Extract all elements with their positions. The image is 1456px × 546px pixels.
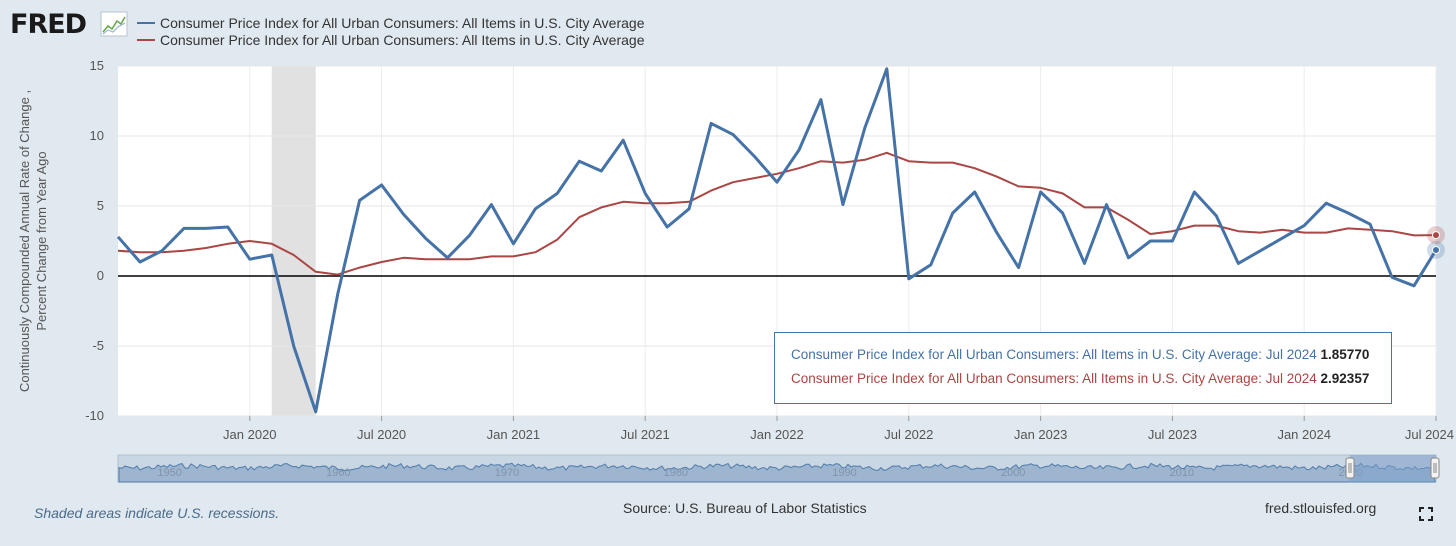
y-tick-label: 10 bbox=[90, 128, 104, 143]
recession-shading bbox=[271, 66, 316, 416]
x-tick-label: Jan 2024 bbox=[1277, 427, 1331, 442]
x-axis: Jan 2020 Jul 2020 Jan 2021 Jul 2021 Jan 2022… bbox=[223, 416, 1454, 442]
recession-note: Shaded areas indicate U.S. recessions. bbox=[34, 505, 280, 521]
legend-item-series-2[interactable]: Consumer Price Index for All Urban Consu… bbox=[137, 31, 645, 49]
navigator-series bbox=[118, 462, 1436, 483]
x-tick-label: Jul 2024 bbox=[1405, 427, 1454, 442]
fred-logo-text: FRED bbox=[10, 9, 86, 40]
x-tick-label: Jan 2020 bbox=[223, 427, 277, 442]
x-tick-label: Jul 2022 bbox=[884, 427, 933, 442]
navigator-year-label: 2000 bbox=[1001, 467, 1025, 479]
legend-label: Consumer Price Index for All Urban Consu… bbox=[160, 32, 645, 48]
navigator-year-label: 2010 bbox=[1170, 467, 1194, 479]
tooltip-date: Jul 2024 bbox=[1265, 347, 1317, 362]
tooltip-date: Jul 2024 bbox=[1265, 371, 1317, 386]
navigator-year-label: 1980 bbox=[664, 467, 688, 479]
x-tick-label: Jan 2023 bbox=[1014, 427, 1068, 442]
navigator-right-handle[interactable] bbox=[1430, 457, 1440, 479]
end-markers bbox=[1427, 226, 1445, 259]
x-tick-label: Jan 2022 bbox=[750, 427, 804, 442]
navigator-selected-range[interactable] bbox=[1350, 455, 1436, 482]
x-tick-label: Jul 2021 bbox=[621, 427, 670, 442]
navigator-year-label: 1970 bbox=[495, 467, 519, 479]
fred-logo-chart-icon bbox=[100, 11, 128, 37]
x-tick-label: Jan 2021 bbox=[487, 427, 541, 442]
y-tick-label: 5 bbox=[97, 198, 104, 213]
tooltip-series-name: Consumer Price Index for All Urban Consu… bbox=[791, 347, 1262, 362]
tooltip-row-series-1: Consumer Price Index for All Urban Consu… bbox=[791, 346, 1391, 370]
navigator-year-label: 1990 bbox=[832, 467, 856, 479]
y-axis-title-line-1: Continuously Compounded Annual Rate of C… bbox=[17, 90, 32, 392]
data-tooltip: Consumer Price Index for All Urban Consu… bbox=[774, 332, 1392, 404]
navigator-year-label: 1950 bbox=[157, 467, 181, 479]
range-navigator[interactable]: 19501960197019801990200020102020 bbox=[117, 454, 1440, 483]
x-tick-label: Jul 2020 bbox=[357, 427, 406, 442]
legend-item-series-1[interactable]: Consumer Price Index for All Urban Consu… bbox=[137, 14, 645, 32]
tooltip-series-name: Consumer Price Index for All Urban Consu… bbox=[791, 371, 1262, 386]
series-line-blue[interactable] bbox=[116, 67, 1438, 414]
legend-label: Consumer Price Index for All Urban Consu… bbox=[160, 15, 645, 31]
series-line-red[interactable] bbox=[117, 151, 1437, 276]
fullscreen-icon[interactable] bbox=[1419, 507, 1433, 521]
navigator-left-handle[interactable] bbox=[1345, 457, 1355, 479]
data-point-marker[interactable] bbox=[1432, 231, 1440, 240]
navigator-year-label: 1960 bbox=[326, 467, 350, 479]
fred-logo[interactable]: FRED bbox=[10, 8, 130, 40]
y-axis-title-line-2: Percent Change from Year Ago bbox=[34, 151, 49, 330]
source-text: Source: U.S. Bureau of Labor Statistics bbox=[623, 500, 867, 516]
tooltip-value: 2.92357 bbox=[1320, 371, 1370, 386]
data-point-marker[interactable] bbox=[1432, 245, 1440, 254]
y-tick-label: 0 bbox=[97, 268, 104, 283]
y-tick-label: 15 bbox=[90, 58, 104, 73]
y-tick-label: -5 bbox=[92, 338, 104, 353]
site-link[interactable]: fred.stlouisfed.org bbox=[1265, 500, 1377, 516]
series-group bbox=[116, 67, 1438, 414]
tooltip-row-series-2: Consumer Price Index for All Urban Consu… bbox=[791, 370, 1391, 394]
legend-swatch-red bbox=[137, 39, 155, 41]
x-tick-label: Jul 2023 bbox=[1148, 427, 1197, 442]
legend-swatch-blue bbox=[137, 22, 155, 24]
y-tick-label: -10 bbox=[85, 408, 104, 423]
tooltip-value: 1.85770 bbox=[1320, 347, 1370, 362]
y-axis: 15 10 5 0 -5 -10 bbox=[85, 58, 104, 423]
